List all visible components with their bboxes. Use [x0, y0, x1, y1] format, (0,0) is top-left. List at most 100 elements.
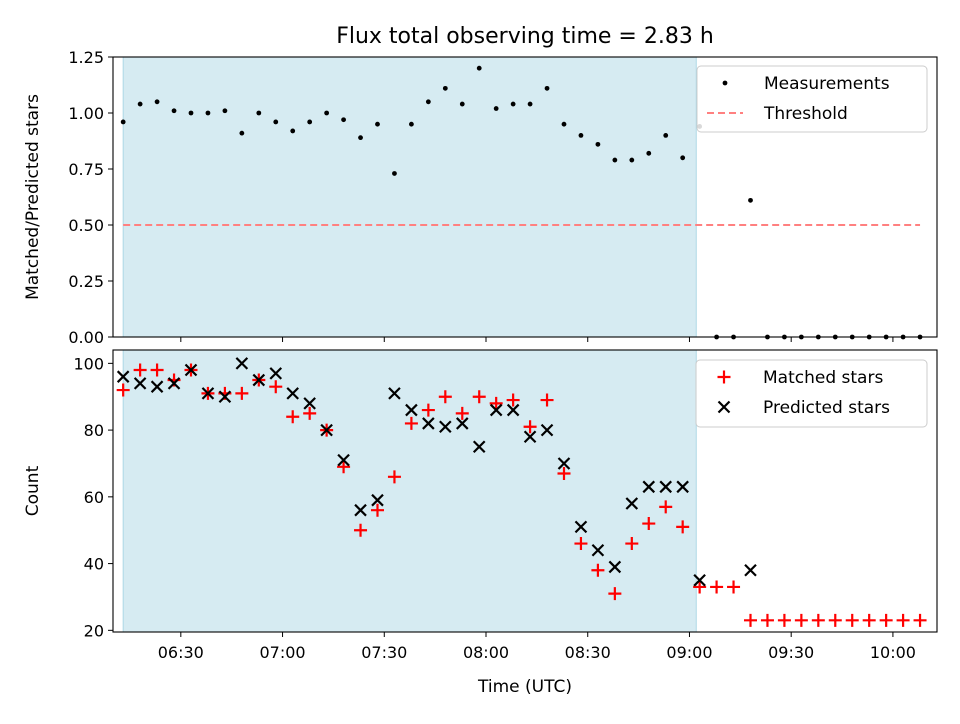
legend-label: Matched stars	[763, 368, 883, 388]
data-point	[370, 503, 384, 517]
data-point	[744, 563, 757, 577]
data-point	[290, 128, 296, 134]
data-point	[421, 403, 435, 417]
data-point	[116, 383, 130, 397]
data-point	[493, 106, 499, 111]
data-point	[455, 417, 469, 430]
y-tick-label: 0.25	[68, 272, 104, 291]
data-point	[442, 85, 448, 91]
data-point	[896, 613, 910, 627]
data-point	[506, 393, 520, 407]
x-tick-label: 06:30	[158, 643, 204, 662]
data-point	[388, 387, 401, 400]
data-point	[608, 560, 622, 574]
data-point	[404, 416, 418, 430]
data-point	[256, 110, 262, 116]
data-point	[591, 563, 605, 577]
data-point	[659, 500, 673, 514]
data-point	[680, 155, 686, 161]
data-point	[646, 150, 652, 156]
data-point	[167, 377, 181, 390]
data-point	[137, 101, 143, 107]
data-point	[710, 580, 724, 594]
data-point	[337, 453, 350, 467]
legend-label: Threshold	[763, 104, 848, 124]
y-tick-label: 100	[73, 354, 104, 373]
y-tick-label: 60	[84, 488, 104, 507]
axes-frame	[112, 349, 938, 633]
data-point	[629, 157, 635, 163]
data-point	[269, 380, 283, 394]
data-point	[574, 537, 588, 551]
data-point	[354, 503, 367, 517]
data-point	[120, 119, 126, 125]
data-point	[523, 420, 537, 434]
data-point	[693, 580, 707, 594]
data-point	[320, 423, 333, 437]
data-point	[201, 387, 215, 400]
legend-box	[696, 65, 928, 133]
data-point	[612, 157, 618, 163]
data-point	[659, 480, 673, 494]
x-tick-label: 09:30	[768, 643, 814, 662]
data-point	[663, 133, 669, 138]
data-point	[642, 480, 656, 494]
legend-label: Predicted stars	[763, 398, 890, 418]
data-point	[133, 363, 147, 377]
data-point	[879, 613, 893, 627]
data-point	[540, 393, 554, 407]
data-point	[286, 410, 300, 424]
data-point	[387, 470, 401, 484]
data-point	[269, 367, 283, 380]
legend-swatch	[717, 370, 731, 384]
data-point	[154, 99, 160, 105]
data-point	[303, 406, 317, 420]
y-tick-label: 0.50	[68, 216, 104, 235]
data-point	[642, 517, 656, 531]
data-point	[595, 141, 601, 147]
series-measurements	[120, 65, 923, 340]
data-point	[409, 121, 414, 127]
observing-span-band	[122, 56, 697, 338]
data-point	[561, 121, 567, 127]
data-point	[150, 363, 164, 377]
chart-title: Flux total observing time = 2.83 h	[336, 24, 714, 49]
data-point	[557, 466, 571, 480]
data-point	[557, 457, 571, 470]
data-point	[693, 573, 706, 587]
data-point	[676, 520, 690, 534]
data-point	[354, 523, 368, 537]
data-point	[625, 497, 639, 510]
legend-swatch	[717, 400, 731, 414]
data-point	[510, 101, 516, 107]
data-point	[133, 377, 147, 390]
data-point	[476, 65, 482, 71]
x-tick-label: 07:30	[361, 643, 407, 662]
data-point	[727, 580, 741, 594]
data-point	[337, 460, 351, 474]
x-tick-label: 07:00	[259, 643, 305, 662]
data-point	[218, 390, 232, 403]
data-point	[913, 613, 927, 627]
y-tick-label: 80	[84, 421, 104, 440]
observing-span-band	[122, 349, 697, 633]
data-point	[743, 613, 757, 627]
data-point	[489, 403, 503, 417]
legend-box	[695, 359, 928, 428]
data-point	[794, 613, 808, 627]
data-point	[205, 110, 211, 116]
data-point	[239, 130, 245, 136]
data-point	[235, 386, 249, 400]
data-point	[375, 121, 380, 127]
legend: Matched stars Predicted stars	[695, 359, 928, 428]
data-point	[303, 397, 316, 410]
data-point	[286, 387, 299, 400]
data-point	[116, 370, 130, 383]
data-point	[578, 133, 584, 138]
data-point	[273, 119, 279, 125]
series-predicted-stars	[116, 357, 757, 587]
legend-label: Measurements	[764, 74, 890, 94]
data-point	[489, 396, 503, 410]
x-tick-label: 10:00	[870, 643, 916, 662]
data-point	[862, 613, 876, 627]
